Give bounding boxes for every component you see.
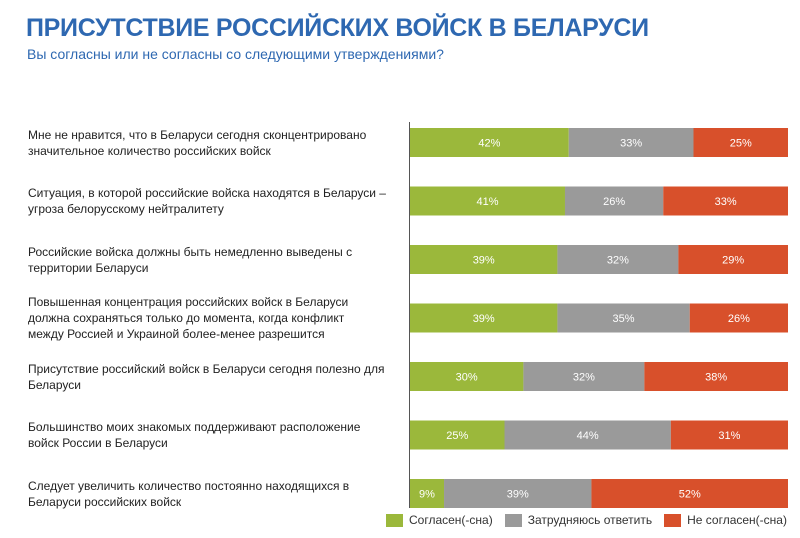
bar-segment	[504, 420, 671, 450]
data-label: 32%	[607, 255, 629, 267]
bar-segment	[568, 128, 694, 157]
bar-segment	[444, 479, 592, 508]
bar-segment	[644, 362, 788, 391]
bar-segment	[557, 303, 690, 333]
data-label: 25%	[730, 138, 752, 150]
bar-segment	[410, 303, 558, 333]
category-label: Повышенная концентрация российских войск…	[28, 295, 349, 341]
data-label: 31%	[718, 430, 740, 442]
data-label: 33%	[715, 196, 737, 208]
bar-segment	[410, 362, 524, 391]
data-label: 26%	[728, 313, 750, 325]
data-label: 44%	[577, 430, 599, 442]
data-label: 9%	[419, 489, 435, 501]
bar-segment	[410, 479, 445, 508]
category-label: Следует увеличить количество постоянно н…	[28, 478, 350, 509]
chart-title: ПРИСУТСТВИЕ РОССИЙСКИХ ВОЙСК В БЕЛАРУСИ	[26, 14, 649, 42]
category-label: Мне не нравится, что в Беларуси сегодня …	[28, 127, 367, 158]
category-label: Присутствие российский войск в Беларуси …	[28, 361, 385, 392]
legend-item: Не согласен(-сна)	[664, 513, 787, 527]
data-label: 39%	[473, 313, 495, 325]
data-label: 38%	[705, 372, 727, 384]
data-label: 42%	[478, 138, 500, 150]
data-label: 39%	[507, 489, 529, 501]
bar-segment	[410, 186, 565, 216]
bar-segment	[689, 303, 788, 333]
legend-swatch	[664, 513, 682, 527]
data-label: 26%	[603, 196, 625, 208]
legend-item: Согласен(-сна)	[386, 513, 493, 527]
bar-segment	[523, 362, 645, 391]
legend-swatch	[504, 513, 522, 527]
legend-label: Затрудняюсь ответить	[527, 513, 653, 527]
bar-segment	[564, 186, 664, 216]
bar-segment	[591, 479, 788, 508]
bar-segment	[693, 128, 788, 157]
bar-segment	[678, 245, 788, 274]
bar-segment	[663, 186, 788, 216]
bar-segment	[670, 420, 788, 450]
data-label: 33%	[620, 138, 642, 150]
bar-segment	[410, 128, 569, 157]
data-label: 25%	[446, 430, 468, 442]
data-label: 29%	[722, 255, 744, 267]
data-label: 41%	[476, 196, 498, 208]
bar-segment	[410, 245, 558, 274]
data-label: 30%	[456, 372, 478, 384]
category-label: Большинство моих знакомых поддерживают р…	[28, 420, 361, 450]
legend-label: Не согласен(-сна)	[687, 513, 787, 527]
bar-segment	[410, 420, 505, 450]
data-label: 35%	[613, 313, 635, 325]
category-label: Российские войска должны быть немедленно…	[28, 244, 353, 275]
bar-segment	[557, 245, 679, 274]
legend-label: Согласен(-сна)	[409, 513, 493, 527]
legend-item: Затрудняюсь ответить	[504, 513, 653, 527]
data-label: 32%	[573, 372, 595, 384]
data-label: 52%	[679, 489, 701, 501]
legend: Согласен(-сна) Затрудняюсь ответить Не сог…	[386, 513, 787, 527]
chart-subtitle: Вы согласны или не согласны со следующим…	[27, 46, 444, 62]
category-label: Ситуация, в которой российские войска на…	[28, 186, 386, 216]
data-label: 39%	[473, 255, 495, 267]
legend-swatch	[386, 513, 403, 527]
